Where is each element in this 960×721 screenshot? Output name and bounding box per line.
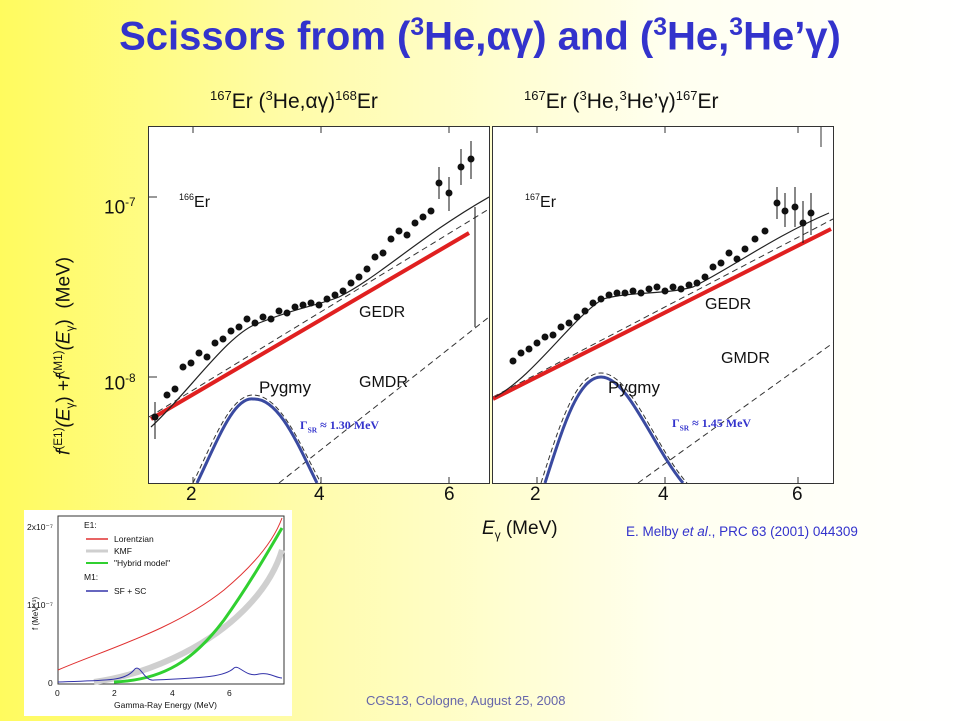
gmdr-curve <box>278 316 489 483</box>
sf-sc-curve <box>57 666 283 683</box>
isotope-label-right: 167Er <box>525 192 557 211</box>
gedr-curve <box>149 208 489 418</box>
isotope-label-left: 166Er <box>179 192 211 211</box>
gmdr-label-left: GMDR <box>359 374 408 391</box>
gmdr-label-right: GMDR <box>721 350 770 367</box>
gamma-sr-right: ΓSR ≈ 1.45 MeV <box>672 416 752 433</box>
kmf-curve <box>93 549 285 685</box>
pygmy-dashed <box>192 394 322 483</box>
x-axis-label: Eγ (MeV) <box>482 518 558 542</box>
slide-title: Scissors from (3He,αγ) and (3He,3He’γ) <box>119 14 841 59</box>
legend-lorentzian: Lorentzian <box>114 534 154 544</box>
right-panel-title: 167Er (3He,3He’γ)167Er <box>524 88 719 113</box>
left-plot-svg: 166Er GEDR GMDR Pygmy <box>149 127 489 483</box>
right-plot-panel: 167Er GEDR GMDR Pygmy <box>492 126 834 484</box>
left-panel-title: 167Er (3He,αγ)168Er <box>210 88 378 113</box>
inset-xtick-6: 6 <box>227 688 232 698</box>
inset-xtick-2: 2 <box>112 688 117 698</box>
inset-ytick-0: 0 <box>48 678 53 688</box>
pygmy-dashed <box>540 372 688 483</box>
left-plot-panel: 166Er GEDR GMDR Pygmy <box>148 126 490 484</box>
pygmy-label-right: Pygmy <box>608 378 660 397</box>
y-tick-upper: 10-7 <box>104 196 136 219</box>
inset-ytick-1: 1x10⁻⁷ <box>27 600 53 610</box>
lorentzian-curve <box>57 517 283 671</box>
x-tick-left-6: 6 <box>444 484 455 505</box>
legend-sf-sc: SF + SC <box>114 586 146 596</box>
footer: CGS13, Cologne, August 25, 2008 <box>366 693 566 708</box>
gedr-label-right: GEDR <box>705 296 751 313</box>
total-fit-curve <box>494 212 830 398</box>
gmdr-curve <box>637 342 833 483</box>
data-points <box>151 141 476 439</box>
legend-e1: E1: <box>84 520 97 530</box>
citation: E. Melby et al., PRC 63 (2001) 044309 <box>626 524 858 539</box>
inset-svg: 2x10⁻⁷ 1x10⁻⁷ 0 f (MeV⁻³) 0 2 4 6 Gamma-… <box>27 515 285 710</box>
legend-m1: M1: <box>84 572 98 582</box>
x-tick-left-2: 2 <box>186 484 197 505</box>
inset-xtick-4: 4 <box>170 688 175 698</box>
inset-xtick-0: 0 <box>55 688 60 698</box>
fit-line-red <box>149 231 471 421</box>
inset-ytick-2: 2x10⁻⁷ <box>27 522 53 532</box>
data-points <box>509 187 815 365</box>
hybrid-curve <box>113 527 284 684</box>
gamma-sr-left: ΓSR ≈ 1.30 MeV <box>300 418 380 435</box>
x-tick-right-2: 2 <box>530 484 541 505</box>
y-tick-lower: 10-8 <box>104 372 136 395</box>
fit-line-red <box>493 227 832 401</box>
legend-kmf: KMF <box>114 546 132 556</box>
legend-hybrid: "Hybrid model" <box>114 558 170 568</box>
pygmy-curve <box>543 375 685 483</box>
y-axis-label: f(E1)(Eγ) +f(M1)(Eγ) (MeV) <box>52 256 78 455</box>
gedr-curve <box>493 218 833 398</box>
inset-ylabel: f (MeV⁻³) <box>31 597 40 630</box>
inset-xlabel: Gamma-Ray Energy (MeV) <box>114 700 217 710</box>
x-tick-right-6: 6 <box>792 484 803 505</box>
x-tick-left-4: 4 <box>314 484 325 505</box>
x-tick-right-4: 4 <box>658 484 669 505</box>
inset-plot: 2x10⁻⁷ 1x10⁻⁷ 0 f (MeV⁻³) 0 2 4 6 Gamma-… <box>24 510 292 716</box>
gedr-label-left: GEDR <box>359 304 405 321</box>
pygmy-label-left: Pygmy <box>259 378 311 397</box>
right-plot-svg: 167Er GEDR GMDR Pygmy <box>493 127 833 483</box>
pygmy-curve <box>195 397 319 483</box>
